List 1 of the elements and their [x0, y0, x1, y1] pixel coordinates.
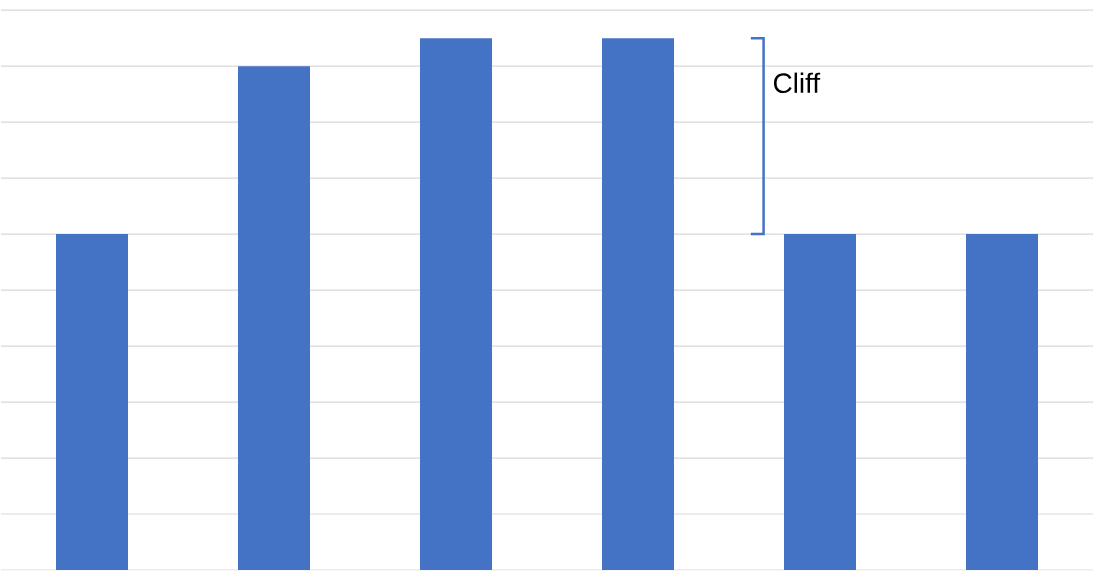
annotation: Cliff: [773, 72, 821, 94]
